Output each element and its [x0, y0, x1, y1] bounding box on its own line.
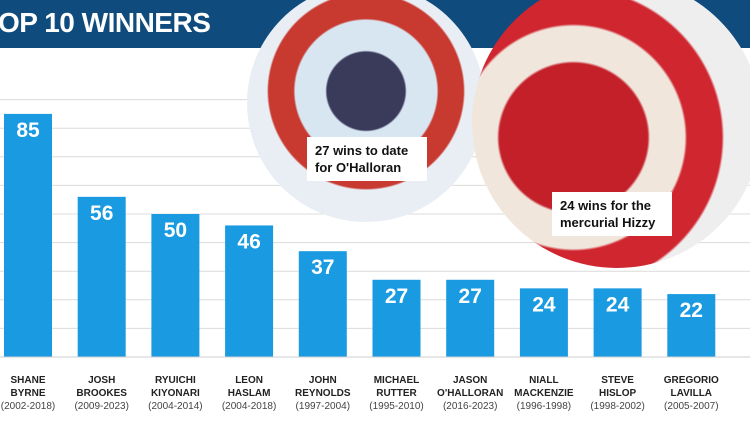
- category-years: (1998-2002): [590, 401, 645, 412]
- category-last: HASLAM: [227, 388, 271, 399]
- data-label: 37: [311, 256, 334, 279]
- category-last: HISLOP: [598, 388, 637, 399]
- category-last: RUTTER: [376, 388, 417, 399]
- category-label: LEON HASLAM (2004-2018): [212, 374, 286, 413]
- bar: [77, 196, 126, 357]
- category-years: (1997-2004): [295, 401, 351, 412]
- category-label: MICHAEL RUTTER (1995-2010): [360, 374, 434, 413]
- bar: [151, 214, 200, 357]
- category-last: REYNOLDS: [295, 388, 351, 399]
- data-label: 27: [459, 285, 482, 308]
- bar: [225, 225, 274, 357]
- category-last: MACKENZIE: [514, 388, 574, 399]
- category-label: GREGORIO LAVILLA (2005-2007): [654, 374, 728, 413]
- category-last: LAVILLA: [670, 388, 713, 399]
- caption-ohalloran: 27 wins to date for O'Halloran: [307, 137, 427, 181]
- bar: [667, 294, 716, 357]
- data-label: 85: [16, 119, 40, 142]
- bar: [446, 279, 495, 357]
- category-years: (1995-2010): [369, 401, 424, 412]
- category-label: JOHN REYNOLDS (1997-2004): [286, 374, 360, 413]
- category-years: (2004-2014): [148, 401, 203, 412]
- bar: [519, 288, 568, 357]
- data-label: 24: [606, 293, 630, 316]
- category-label: NIALL MACKENZIE (1996-1998): [507, 374, 581, 413]
- category-label: JASON O'HALLORAN (2016-2023): [433, 374, 507, 413]
- category-first: JASON: [452, 375, 488, 386]
- category-years: (2002-2018): [0, 401, 56, 412]
- category-label: STEVE HISLOP (1998-2002): [581, 374, 655, 413]
- category-first: SHANE: [10, 375, 46, 386]
- category-label: JOSH BROOKES (2009-2023): [65, 374, 139, 413]
- data-label: 24: [532, 293, 556, 316]
- data-label: 46: [237, 230, 260, 253]
- data-label: 56: [90, 202, 113, 225]
- data-label: 27: [385, 285, 408, 308]
- category-years: (2009-2023): [74, 401, 129, 412]
- data-label: 50: [164, 219, 187, 242]
- category-label: SHANE BYRNE (2002-2018): [0, 374, 65, 413]
- photo-ohalloran: [247, 0, 485, 222]
- category-years: (2005-2007): [664, 401, 719, 412]
- bar: [4, 113, 52, 358]
- category-label: RYUICHI KIYONARI (2004-2014): [138, 374, 212, 413]
- category-first: RYUICHI: [155, 375, 196, 386]
- chart-title: OP 10 WINNERS: [0, 7, 211, 38]
- category-years: (2016-2023): [442, 401, 498, 412]
- category-last: O'HALLORAN: [437, 388, 504, 399]
- data-label: 22: [680, 299, 703, 322]
- category-first: MICHAEL: [373, 375, 420, 386]
- category-last: BYRNE: [10, 388, 46, 399]
- category-last: KIYONARI: [150, 388, 200, 399]
- bar: [298, 251, 347, 357]
- category-first: STEVE: [601, 375, 634, 386]
- caption-hizzy: 24 wins for the mercurial Hizzy: [552, 192, 672, 236]
- category-first: JOHN: [308, 375, 337, 386]
- bar: [372, 279, 421, 357]
- category-years: (2004-2018): [221, 401, 277, 412]
- category-years: (1996-1998): [516, 401, 572, 412]
- category-first: GREGORIO: [663, 375, 719, 386]
- category-first: JOSH: [88, 375, 116, 386]
- bar: [593, 288, 642, 357]
- category-first: NIALL: [529, 375, 559, 386]
- category-first: LEON: [235, 375, 263, 386]
- category-last: BROOKES: [76, 388, 127, 399]
